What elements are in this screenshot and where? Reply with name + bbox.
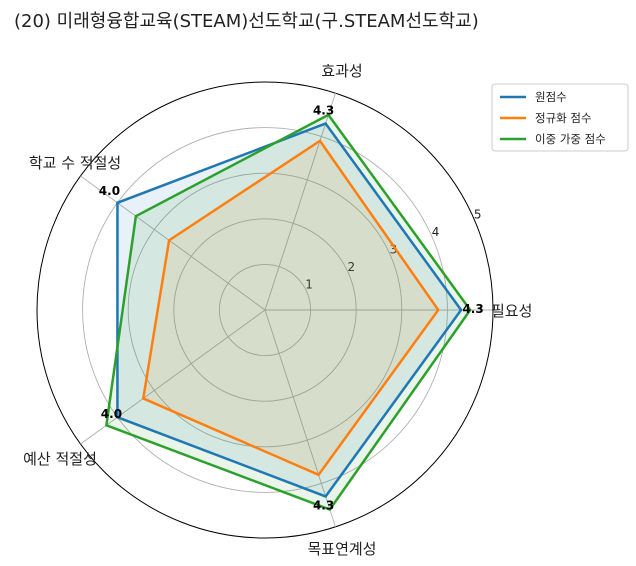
- series-line-2: [104, 113, 472, 512]
- series-line-1: [141, 139, 440, 477]
- axis-label-1: 효과성: [321, 62, 362, 80]
- rtick-label-3: 3: [390, 243, 398, 257]
- legend-label-0: 원점수: [535, 90, 567, 104]
- data-label-4: 4.3: [313, 498, 334, 512]
- legend-label-2: 이중 가중 점수: [535, 132, 606, 146]
- series-fill-2: [106, 114, 471, 510]
- legend-label-1: 정규화 점수: [535, 111, 592, 125]
- grid: [36, 81, 494, 539]
- series-fill-1: [143, 140, 439, 475]
- rtick-label-5: 5: [474, 208, 482, 222]
- legend-box: [491, 83, 629, 152]
- axis-label-0: 필요성: [491, 302, 532, 320]
- spoke-3: [80, 309, 266, 445]
- radial-ticks: 1 2 3 4 5: [305, 208, 481, 292]
- axis-label-3: 예산 적절성: [23, 450, 97, 468]
- data-label-0: 4.3: [462, 302, 483, 316]
- rtick-label-1: 1: [305, 278, 313, 292]
- spoke-4: [264, 309, 336, 527]
- axis-label-4: 목표연계성: [307, 540, 376, 558]
- data-labels: 4.3 4.3 4.0 4.0 4.3: [99, 104, 484, 513]
- data-label-1: 4.3: [313, 104, 334, 118]
- rtick-label-2: 2: [347, 260, 355, 274]
- rtick-label-4: 4: [432, 225, 440, 239]
- series-layer: [104, 113, 472, 512]
- series-line-0: [116, 122, 463, 498]
- spoke-1: [264, 93, 336, 311]
- axis-label-2: 학교 수 적절성: [29, 154, 121, 172]
- chart-title: (20) 미래형융합교육(STEAM)선도학교(구.STEAM선도학교): [14, 11, 479, 32]
- data-label-2: 4.0: [99, 184, 120, 198]
- spoke-2: [80, 175, 266, 311]
- data-label-3: 4.0: [101, 407, 122, 421]
